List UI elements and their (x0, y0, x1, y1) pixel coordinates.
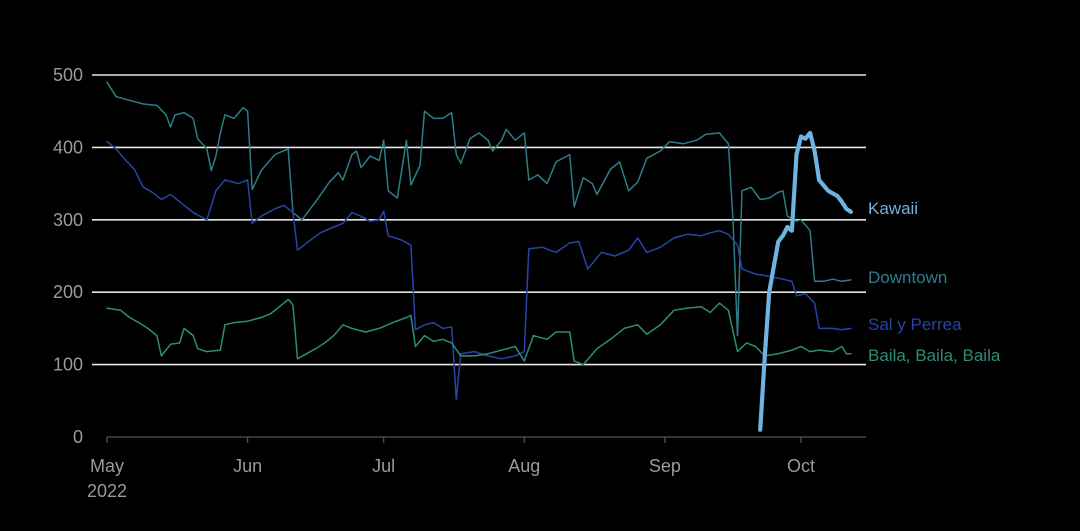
series-line-baila-baila-baila (106, 298, 852, 366)
series-line-sal-y-perrea (106, 140, 852, 401)
series-label: Downtown (868, 268, 947, 287)
series-line-kawaii (758, 130, 853, 432)
series-labels: Downtown Kawaii Sal y Perrea Baila, Baila, … (868, 199, 1001, 365)
y-tick-label: 100 (53, 355, 83, 375)
y-tick-label: 200 (53, 282, 83, 302)
x-tick-label: Jul (372, 456, 395, 476)
series-lines (106, 81, 853, 432)
x-tick-label: Jun (233, 456, 262, 476)
grid-lines (92, 74, 866, 366)
y-tick-label: 500 (53, 65, 83, 85)
series-line-downtown (106, 81, 852, 337)
y-axis: 0 100 200 300 400 500 (53, 65, 83, 447)
series-label: Baila, Baila, Baila (868, 346, 1001, 365)
y-tick-label: 0 (73, 427, 83, 447)
series-label: Kawaii (868, 199, 918, 218)
y-tick-label: 400 (53, 137, 83, 157)
x-tick-label: Aug (508, 456, 540, 476)
x-axis: May 2022 Jun Jul Aug Sep Oct (87, 436, 866, 501)
series-label: Sal y Perrea (868, 315, 962, 334)
x-tick-label: Sep (649, 456, 681, 476)
y-tick-label: 300 (53, 210, 83, 230)
x-tick-label: Oct (787, 456, 815, 476)
x-tick-sublabel: 2022 (87, 481, 127, 501)
x-tick-label: May (90, 456, 124, 476)
